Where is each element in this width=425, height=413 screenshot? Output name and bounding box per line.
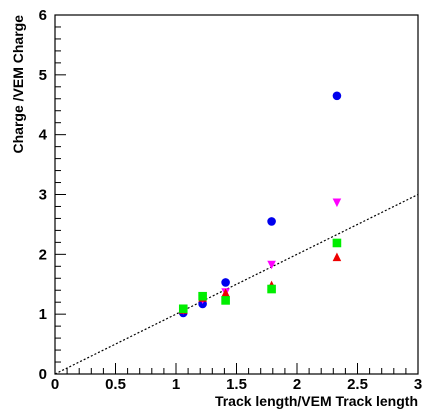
data-point-triangle-up bbox=[332, 252, 342, 262]
x-tick-label: 0.5 bbox=[105, 376, 126, 393]
x-tick-label: 2.5 bbox=[347, 376, 368, 393]
data-point-square bbox=[178, 304, 188, 314]
data-point-circle bbox=[332, 91, 342, 101]
data-point-triangle-down bbox=[267, 260, 276, 270]
x-tick-label: 3 bbox=[414, 376, 422, 393]
y-tick-label: 0 bbox=[39, 366, 47, 383]
plot-frame bbox=[54, 14, 419, 375]
data-point-triangle-up bbox=[221, 288, 230, 298]
data-point-circle bbox=[267, 217, 276, 226]
data-point-circle bbox=[221, 278, 230, 287]
x-tick-label: 1 bbox=[172, 376, 180, 393]
x-tick-label: 0 bbox=[51, 376, 59, 393]
x-tick-label: 1.5 bbox=[226, 376, 247, 393]
y-tick-label: 2 bbox=[39, 246, 47, 263]
data-point-square bbox=[332, 238, 342, 248]
x-tick-label: 2 bbox=[293, 376, 301, 393]
y-axis-label: Charge /VEM Charge bbox=[10, 15, 26, 154]
data-point-square bbox=[198, 291, 207, 301]
y-tick-label: 4 bbox=[39, 127, 48, 144]
data-point-square bbox=[221, 296, 230, 305]
y-tick-label: 1 bbox=[39, 306, 47, 323]
x-axis-label: Track length/VEM Track length bbox=[215, 393, 418, 409]
data-point-triangle-down bbox=[332, 198, 342, 208]
y-tick-label: 3 bbox=[39, 187, 47, 204]
data-point-square bbox=[267, 284, 276, 294]
y-tick-label: 6 bbox=[39, 7, 47, 24]
reference-line bbox=[54, 193, 419, 375]
y-tick-label: 5 bbox=[39, 67, 47, 84]
